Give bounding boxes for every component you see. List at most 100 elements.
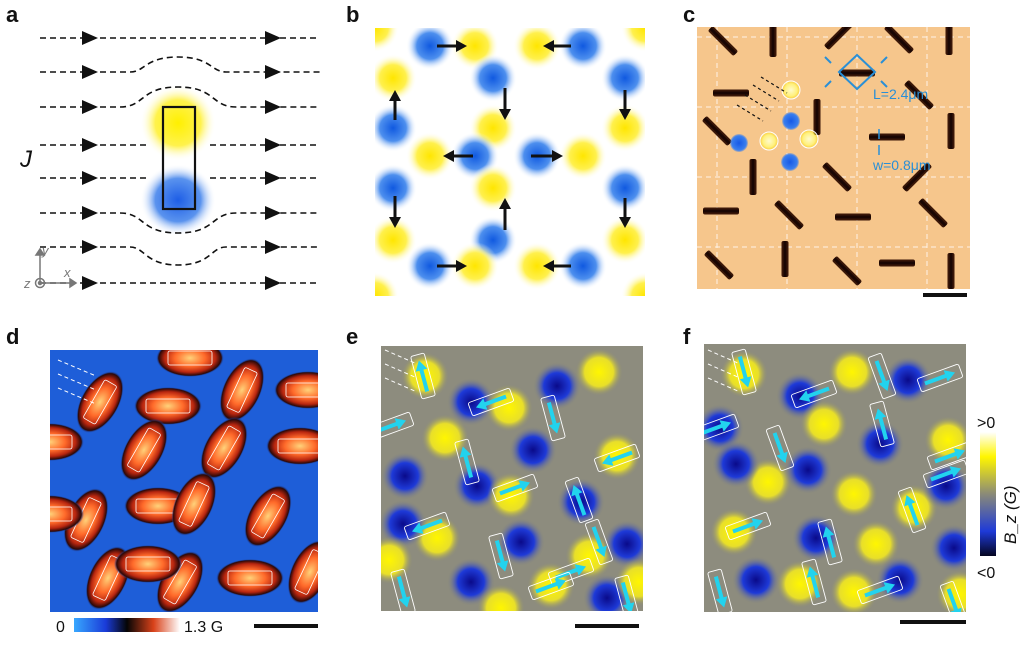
magnet-outline xyxy=(766,425,794,471)
magnet-outline xyxy=(594,444,640,472)
stray-field-hotspot xyxy=(120,419,168,481)
blue-pole xyxy=(375,104,417,152)
magnet-outline xyxy=(731,348,757,396)
stray-field-hotspot xyxy=(266,427,318,465)
magnet-outline xyxy=(540,394,566,442)
magnetization-arrowhead xyxy=(776,451,788,464)
magnet-outline xyxy=(869,400,895,448)
blue-pole xyxy=(781,153,799,171)
magnetization-arrowhead xyxy=(622,602,635,611)
yellow-pole-blob xyxy=(140,85,216,161)
magnetization-arrowhead xyxy=(719,420,732,432)
magnetization-arrowhead xyxy=(601,454,614,466)
magnetization-arrow xyxy=(713,576,725,602)
mfm-poles xyxy=(704,348,966,612)
axes-icon xyxy=(34,247,78,289)
flow-direction-arrows xyxy=(384,349,418,393)
yellow-pole xyxy=(513,242,561,290)
magnetization-arrow xyxy=(481,394,507,407)
magnet-outline xyxy=(817,518,843,566)
magnetization-arrow xyxy=(555,567,581,580)
axis-z-label: z xyxy=(23,276,31,291)
yellow-pole xyxy=(406,132,454,180)
yellow-pole xyxy=(513,28,561,70)
magnetization-arrow xyxy=(934,451,960,464)
width-label: w=0.8μm xyxy=(872,157,930,173)
magnetization-arrow xyxy=(930,469,956,482)
magnet-outline xyxy=(390,568,416,611)
magnet-outline xyxy=(404,512,450,540)
panel-label-a: a xyxy=(6,2,19,27)
magnetization-arrow xyxy=(864,585,890,598)
nanomagnet-outline xyxy=(161,105,197,211)
magnet-outline xyxy=(125,556,171,572)
magnet-outline xyxy=(145,398,191,414)
magnetization-arrowhead xyxy=(715,596,728,608)
magnetization-arrowhead xyxy=(574,564,587,576)
magnet-outline xyxy=(178,481,210,527)
magnetization-arrow xyxy=(772,432,785,458)
magnetization-arrow xyxy=(535,581,561,594)
blue-pole xyxy=(497,518,545,566)
magnet-outline xyxy=(940,581,966,612)
colorbar-min-label: 0 xyxy=(56,619,65,636)
moment-arrowhead xyxy=(543,40,554,52)
magnetization-arrowhead xyxy=(806,566,819,578)
flow-arrowheads xyxy=(82,31,281,290)
magnetization-arrow xyxy=(574,490,587,516)
stray-field-hotspot xyxy=(244,485,292,547)
magnetization-arrow xyxy=(924,373,950,386)
blue-pole xyxy=(559,28,607,70)
blue-pole xyxy=(712,440,760,488)
magnet-outline xyxy=(801,558,827,606)
yellow-pole xyxy=(828,348,876,396)
magnetization-arrow xyxy=(494,540,506,566)
magnetization-arrowhead xyxy=(548,422,561,434)
colorbar xyxy=(74,618,180,632)
yellow-pole xyxy=(830,568,878,612)
magnet-outline xyxy=(565,477,593,523)
magnet-outline xyxy=(410,352,436,400)
magnet-outline xyxy=(707,568,733,612)
magnet-outline xyxy=(50,506,73,522)
magnet-outline xyxy=(898,487,926,533)
magnetization-arrowhead xyxy=(953,448,966,460)
panel-e xyxy=(381,346,653,636)
magnet-outline xyxy=(226,367,258,413)
blue-pole xyxy=(784,446,832,494)
flow-direction-arrows xyxy=(707,349,741,393)
magnet-outline xyxy=(488,532,514,580)
yellow-pole xyxy=(375,54,417,102)
blue-pole xyxy=(601,164,645,212)
blue-pole xyxy=(792,514,840,562)
magnet-outline xyxy=(585,519,613,565)
blue-pole xyxy=(381,500,427,548)
magnet-outline xyxy=(50,434,73,450)
blue-pole xyxy=(930,524,966,572)
magnetization-arrowhead xyxy=(950,607,962,612)
magnetization-arrow xyxy=(704,423,726,435)
panel-label-e: e xyxy=(346,324,359,349)
magnet-outline xyxy=(791,380,837,408)
yellow-pole xyxy=(800,400,848,448)
magnetization-arrow xyxy=(499,483,525,496)
blue-pole xyxy=(884,356,932,404)
length-label: L=2.4μm xyxy=(873,86,928,102)
magnetization-arrowhead xyxy=(459,446,472,458)
panel-label-b: b xyxy=(346,2,360,27)
scale-bar xyxy=(254,624,318,628)
panel-f: >0 <0 B_z (G) xyxy=(704,344,1024,644)
blue-pole xyxy=(469,54,517,102)
yellow-pole xyxy=(601,104,645,152)
stray-field-hotspot xyxy=(216,559,284,597)
blue-pole xyxy=(732,556,780,604)
magnet-outline xyxy=(251,493,285,539)
magnetization-arrow xyxy=(809,572,821,598)
yellow-pole xyxy=(799,129,819,149)
stray-field-hotspots xyxy=(50,350,318,612)
magnet-outline xyxy=(923,460,966,488)
stray-field-hotspot xyxy=(50,495,84,533)
yellow-pole xyxy=(601,216,645,264)
yellow-pole xyxy=(759,131,779,151)
panel-b xyxy=(375,28,645,296)
